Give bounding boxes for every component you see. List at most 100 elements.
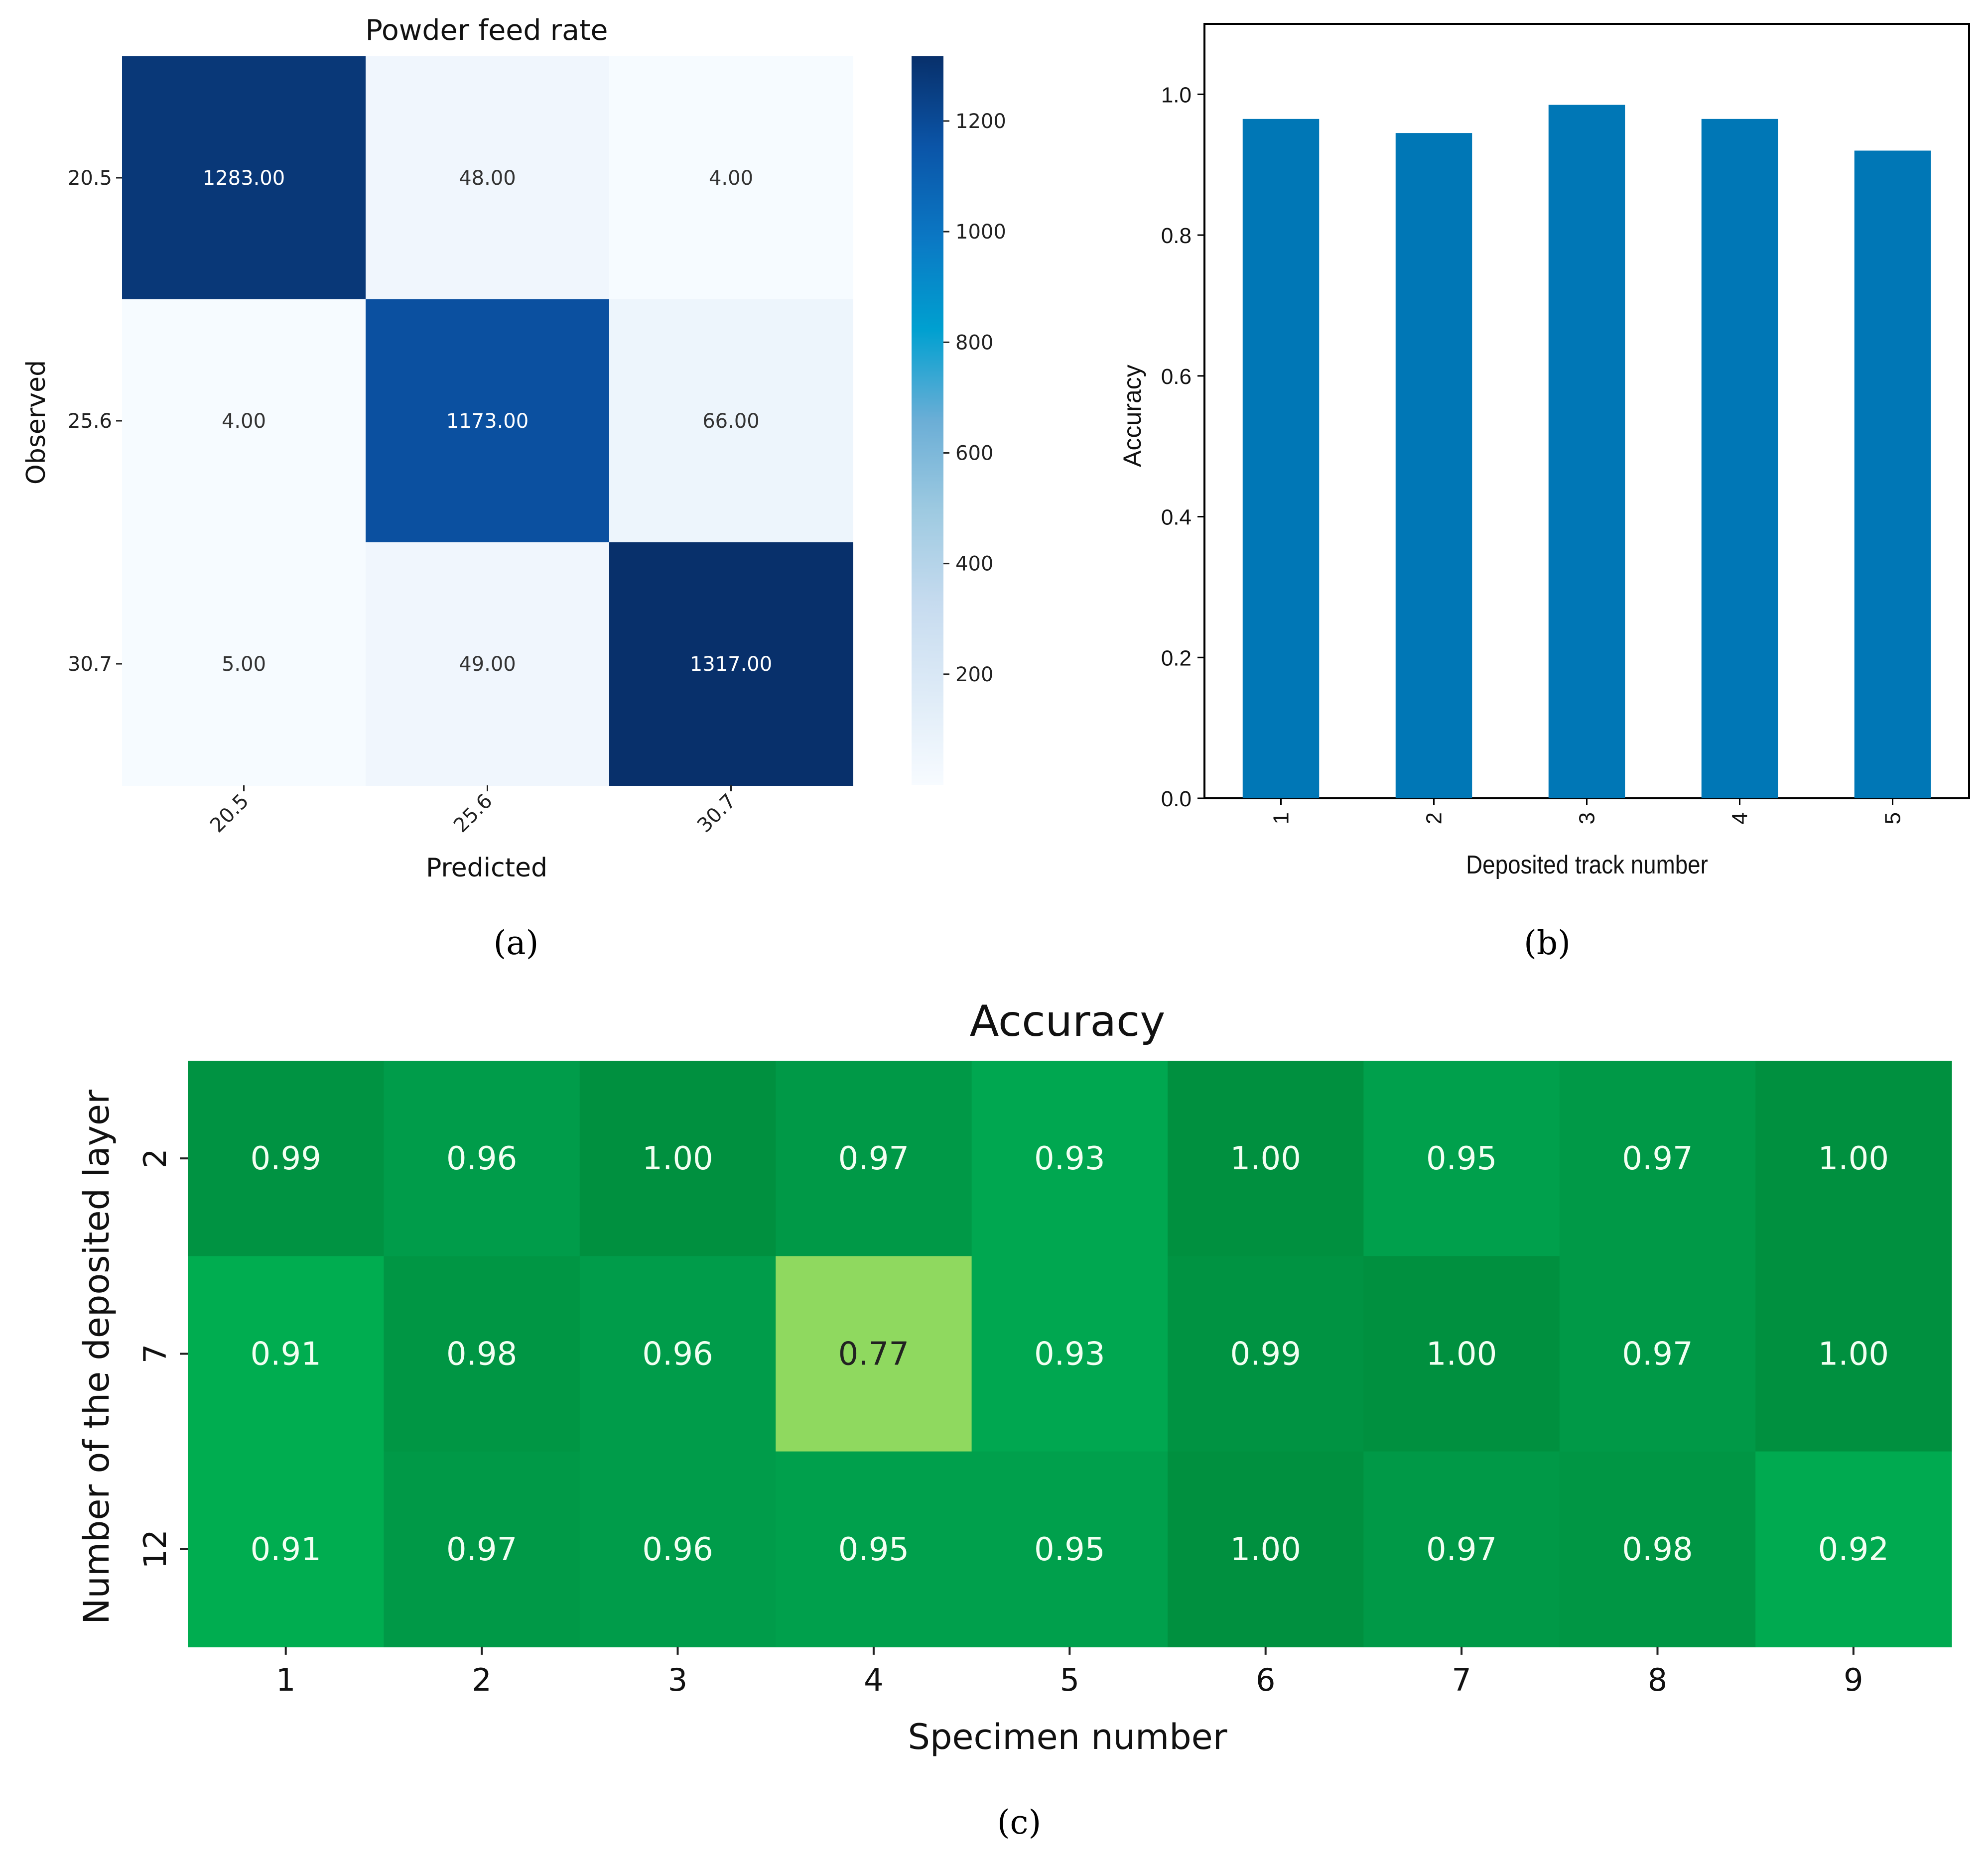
panel-c-x-tick-label: 2 <box>472 1662 491 1698</box>
panel-b-x-tick-label: 4 <box>1728 812 1752 824</box>
panel-c-y-ticks: 2 7 12 <box>137 1148 188 1569</box>
panel-a-colorbar-tick-label: 400 <box>955 553 993 576</box>
panel-a-cell <box>609 542 853 786</box>
panel-b-y-tick-label: 0.2 <box>1161 646 1192 670</box>
panel-c-accuracy-heatmap: Accuracy 0.99 0.96 1.00 0.97 0.93 1.00 0.95 0.9… <box>76 996 1952 1842</box>
panel-c-cell-label: 1.00 <box>1230 1531 1301 1568</box>
panel-a-y-ticks: 20.5 25.6 30.7 <box>68 167 122 676</box>
panel-c-cell <box>579 1451 777 1647</box>
panel-b-x-tick-label: 3 <box>1575 812 1599 824</box>
panel-c-x-tick-label: 5 <box>1060 1662 1079 1698</box>
panel-c-cell <box>188 1061 385 1257</box>
panel-c-cell-label: 0.97 <box>1622 1336 1693 1372</box>
panel-a-x-label: Predicted <box>426 853 547 883</box>
panel-c-cell-label: 0.97 <box>1426 1531 1497 1568</box>
panel-a-y-tick-label: 20.5 <box>68 167 112 190</box>
panel-b-bars <box>1242 105 1931 799</box>
panel-c-y-label: Number of the deposited layer <box>76 1090 117 1624</box>
panel-b-x-tick-label: 1 <box>1269 812 1294 824</box>
panel-c-cell-label: 0.91 <box>250 1531 321 1568</box>
panel-b-x-label: Deposited track number <box>1466 851 1708 879</box>
panel-b-label: (b) <box>1524 924 1571 962</box>
panel-c-cell <box>971 1256 1168 1452</box>
panel-c-cell-label: 0.97 <box>838 1140 910 1177</box>
panel-a-label: (a) <box>494 924 539 962</box>
panel-a-cell-label: 4.00 <box>222 410 266 433</box>
panel-c-x-tick-label: 4 <box>864 1662 883 1698</box>
panel-c-cell-label: 0.91 <box>250 1336 321 1372</box>
panel-a-colorbar-tick-label: 200 <box>955 663 993 686</box>
panel-a-colorbar-ticks: 200 400 600 800 1000 1200 <box>943 110 1006 686</box>
panel-c-cell-label: 0.99 <box>1230 1336 1301 1372</box>
panel-b-y-ticks: 0.0 0.2 0.4 0.6 0.8 1.0 <box>1161 83 1204 811</box>
panel-a-x-tick-label: 20.5 <box>206 790 254 838</box>
panel-a-x-tick-label: 25.6 <box>449 790 497 838</box>
panel-c-cell-label: 1.00 <box>1426 1336 1497 1372</box>
panel-c-label: (c) <box>997 1803 1041 1842</box>
panel-c-cell-label: 0.95 <box>1426 1140 1497 1177</box>
panel-c-cell-label: 0.99 <box>250 1140 321 1177</box>
panel-a-colorbar-tick-label: 1200 <box>955 110 1006 133</box>
panel-c-cell-label: 1.00 <box>642 1140 713 1177</box>
panel-c-cell <box>188 1451 385 1647</box>
panel-b-bar <box>1242 119 1320 798</box>
panel-c-cell-label: 0.97 <box>446 1531 518 1568</box>
panel-c-cell <box>1755 1451 1952 1647</box>
panel-a-cell <box>609 56 853 300</box>
panel-c-cell-label: 0.98 <box>446 1336 518 1372</box>
panel-c-y-tick-label: 7 <box>137 1344 173 1363</box>
panel-b-y-tick-label: 0.6 <box>1161 365 1192 389</box>
panel-c-cell <box>1559 1256 1756 1452</box>
panel-c-cell <box>384 1061 580 1257</box>
panel-c-x-ticks: 1 2 3 4 5 6 7 8 9 <box>276 1646 1863 1698</box>
panel-a-confusion-matrix: Powder feed rate 1283.00 48.00 4.00 4.00 117… <box>21 14 1006 962</box>
panel-a-colorbar-tick-label: 800 <box>955 331 993 354</box>
panel-a-cell <box>609 299 853 543</box>
panel-c-cell-label: 0.95 <box>1034 1531 1105 1568</box>
panel-c-x-tick-label: 8 <box>1648 1662 1667 1698</box>
panel-c-x-tick-label: 9 <box>1844 1662 1863 1698</box>
panel-c-cell <box>384 1256 580 1452</box>
panel-c-cell <box>1168 1451 1364 1647</box>
panel-a-colorbar-tick-label: 1000 <box>955 221 1006 244</box>
panel-c-cell <box>1363 1061 1560 1257</box>
panel-b-bar <box>1701 119 1778 798</box>
panel-c-cell <box>188 1256 385 1452</box>
panel-a-cells: 1283.00 48.00 4.00 4.00 1173.00 66.00 5.00 49.0… <box>122 56 853 786</box>
panel-c-cell <box>579 1256 777 1452</box>
panel-c-x-tick-label: 7 <box>1452 1662 1471 1698</box>
panel-c-cell-label: 0.92 <box>1818 1531 1889 1568</box>
panel-c-x-label: Specimen number <box>908 1717 1227 1757</box>
panel-c-cell-label: 0.97 <box>1622 1140 1693 1177</box>
panel-c-cell-label: 0.98 <box>1622 1531 1693 1568</box>
panel-c-y-tick-label: 12 <box>137 1529 173 1569</box>
panel-c-cell-label: 0.93 <box>1034 1140 1105 1177</box>
panel-a-cell <box>122 56 366 300</box>
panel-a-cell <box>366 542 610 786</box>
panel-c-title: Accuracy <box>970 996 1166 1046</box>
panel-b-y-tick-label: 0.4 <box>1161 505 1192 530</box>
panel-a-cell-label: 5.00 <box>222 653 266 676</box>
panel-b-y-label: Accuracy <box>1118 365 1146 467</box>
panel-a-cell-label: 1283.00 <box>203 167 285 190</box>
panel-a-x-tick-label: 30.7 <box>693 790 741 838</box>
panel-a-cell-label: 66.00 <box>702 410 760 433</box>
panel-c-cell <box>971 1061 1168 1257</box>
panel-a-cell <box>122 299 366 543</box>
panel-c-cell <box>1363 1256 1560 1452</box>
panel-c-cell-label: 0.96 <box>642 1336 713 1372</box>
panel-a-cell-label: 49.00 <box>459 653 516 676</box>
panel-b-x-tick-label: 5 <box>1881 812 1905 824</box>
panel-c-cell <box>1559 1451 1756 1647</box>
panel-a-cell-label: 1317.00 <box>690 653 772 676</box>
panel-c-cell <box>776 1256 972 1452</box>
panel-c-cell-label: 0.96 <box>446 1140 518 1177</box>
panel-c-cell-label: 1.00 <box>1230 1140 1301 1177</box>
panel-c-cell <box>971 1451 1168 1647</box>
panel-c-cells: 0.99 0.96 1.00 0.97 0.93 1.00 0.95 0.97 1.00 0.91… <box>188 1061 1952 1647</box>
panel-c-cell <box>776 1061 972 1257</box>
panel-a-cell <box>366 56 610 300</box>
panel-b-y-tick-label: 0.8 <box>1161 224 1192 248</box>
panel-c-cell <box>776 1451 972 1647</box>
panel-b-bar <box>1548 105 1625 799</box>
